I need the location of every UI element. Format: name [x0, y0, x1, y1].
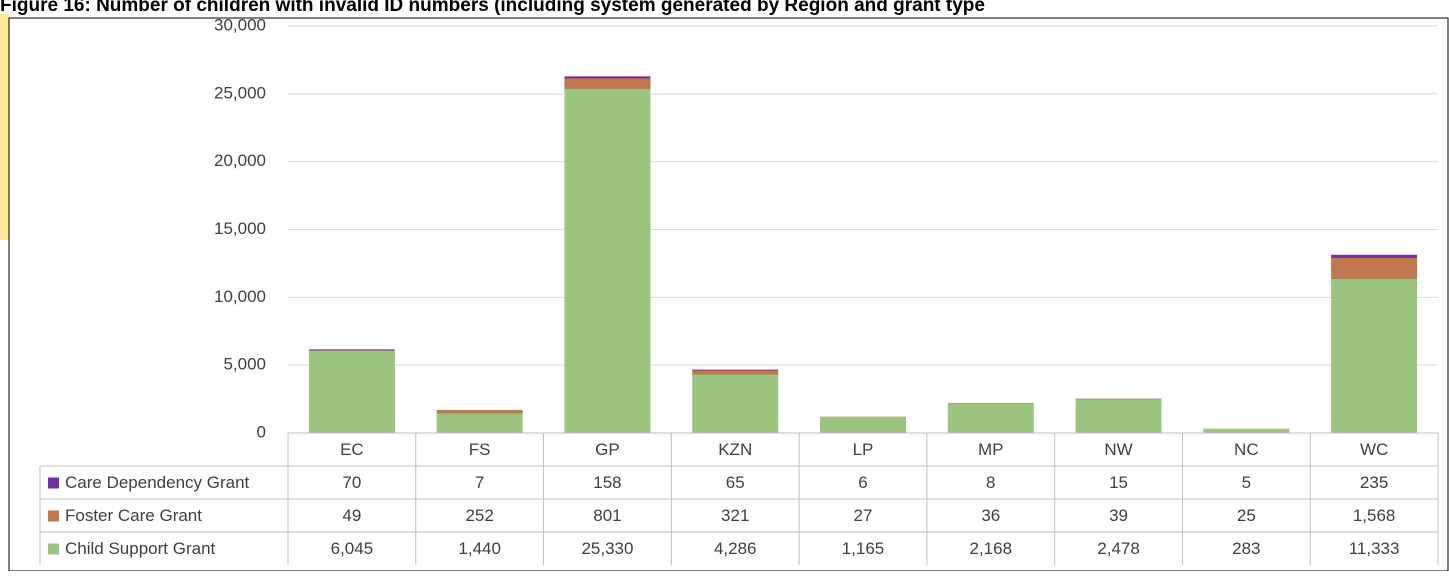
x-tick-label: NW	[1104, 440, 1132, 459]
chart-title: Figure 16: Number of children with inval…	[0, 0, 985, 16]
table-value: 65	[726, 473, 745, 492]
y-tick-label: 10,000	[214, 287, 266, 306]
bar-segment	[309, 349, 395, 350]
bar-segment	[820, 417, 906, 433]
table-value: 15	[1109, 473, 1128, 492]
bar-segment	[437, 410, 523, 413]
table-value: 158	[593, 473, 621, 492]
bar-segment	[564, 76, 650, 78]
y-tick-label: 20,000	[214, 151, 266, 170]
bar-segment	[437, 413, 523, 433]
x-tick-label: EC	[340, 440, 364, 459]
legend-label: Care Dependency Grant	[65, 473, 250, 492]
y-tick-label: 5,000	[223, 355, 266, 374]
table-value: 321	[721, 506, 749, 525]
table-value: 2,168	[970, 539, 1013, 558]
table-value: 4,286	[714, 539, 757, 558]
table-value: 27	[854, 506, 873, 525]
x-tick-label: KZN	[718, 440, 752, 459]
table-value: 2,478	[1097, 539, 1140, 558]
table-value: 801	[593, 506, 621, 525]
legend-swatch	[48, 511, 59, 522]
x-tick-label: FS	[469, 440, 491, 459]
legend-swatch	[48, 544, 59, 555]
table-value: 6	[858, 473, 867, 492]
legend-label: Child Support Grant	[65, 539, 216, 558]
bar-segment	[948, 404, 1034, 433]
bar-segment	[564, 78, 650, 89]
table-value: 25,330	[581, 539, 633, 558]
table-value: 252	[465, 506, 493, 525]
bar-segment	[1331, 258, 1417, 279]
bar-segment	[692, 375, 778, 433]
table-value: 1,568	[1353, 506, 1396, 525]
x-tick-label: LP	[853, 440, 874, 459]
bar-segment	[1203, 429, 1289, 433]
y-tick-label: 0	[257, 422, 266, 441]
y-tick-label: 25,000	[214, 83, 266, 102]
bar-segment	[692, 370, 778, 371]
x-tick-label: WC	[1360, 440, 1388, 459]
table-value: 6,045	[331, 539, 374, 558]
table-value: 5	[1242, 473, 1251, 492]
legend-label: Foster Care Grant	[65, 506, 202, 525]
table-value: 8	[986, 473, 995, 492]
y-tick-label: 15,000	[214, 219, 266, 238]
bar-segment	[1076, 399, 1162, 400]
table-value: 7	[475, 473, 484, 492]
table-value: 1,440	[458, 539, 501, 558]
table-value: 39	[1109, 506, 1128, 525]
legend-swatch	[48, 478, 59, 489]
table-value: 11,333	[1349, 539, 1400, 558]
bar-segment	[692, 370, 778, 374]
x-tick-label: NC	[1234, 440, 1259, 459]
table-value: 235	[1360, 473, 1388, 492]
bar-segment	[564, 89, 650, 433]
bar-segment	[309, 350, 395, 351]
x-tick-label: GP	[595, 440, 620, 459]
bar-segment	[1331, 279, 1417, 433]
margin-strip	[0, 14, 9, 240]
table-value: 49	[342, 506, 361, 525]
x-tick-label: MP	[978, 440, 1004, 459]
bar-segment	[1076, 399, 1162, 433]
table-value: 1,165	[842, 539, 885, 558]
bar-segment	[309, 351, 395, 433]
table-value: 36	[981, 506, 1000, 525]
bar-segment	[1331, 255, 1417, 258]
y-tick-label: 30,000	[214, 15, 266, 34]
table-value: 283	[1232, 539, 1260, 558]
table-value: 25	[1237, 506, 1256, 525]
table-value: 70	[342, 473, 361, 492]
